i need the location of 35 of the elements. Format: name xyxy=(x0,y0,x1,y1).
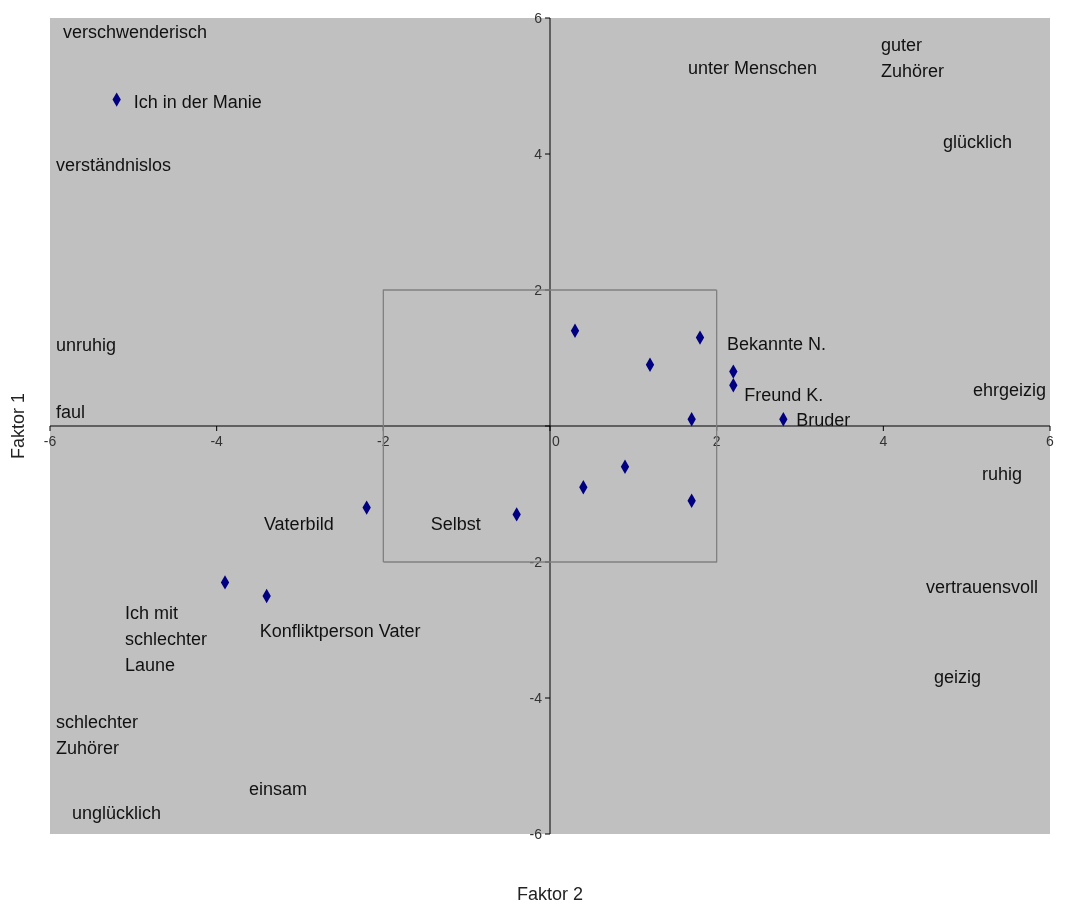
annotation: vertrauensvoll xyxy=(926,577,1039,598)
annotation: Ich in der Manie xyxy=(133,91,262,112)
annotation: Bekannte N. xyxy=(727,333,827,354)
annotation: guter Zuhörer xyxy=(881,35,945,82)
annotation: Ich mit schlechter Laune xyxy=(125,602,208,675)
annotation: unglücklich xyxy=(72,803,162,824)
annotation: faul xyxy=(56,402,86,423)
y-tick-label: 4 xyxy=(534,145,543,162)
annotation: einsam xyxy=(249,778,308,799)
annotation: verschwenderisch xyxy=(63,22,208,43)
annotation: glücklich xyxy=(943,132,1013,153)
x-tick-label: -4 xyxy=(210,433,224,449)
annotation: verständnislos xyxy=(56,155,172,176)
annotation: ruhig xyxy=(982,463,1023,484)
x-tick-label: -6 xyxy=(43,433,57,449)
y-tick-label: -2 xyxy=(529,553,543,570)
annotation: Selbst xyxy=(430,513,481,534)
annotation: geizig xyxy=(934,666,982,687)
x-tick-label: 4 xyxy=(879,433,888,449)
annotation: unruhig xyxy=(56,334,117,355)
annotation: Freund K. xyxy=(744,384,824,405)
annotation: Vaterbild xyxy=(263,513,334,534)
x-tick-label: 6 xyxy=(1046,433,1055,449)
x-axis-title: Faktor 2 xyxy=(516,884,584,904)
y-tick-label: -4 xyxy=(529,689,543,706)
y-tick-label: 2 xyxy=(534,281,543,298)
y-tick-label: 6 xyxy=(534,9,543,26)
annotation: unter Menschen xyxy=(688,58,818,79)
x-tick-label: 0 xyxy=(552,433,561,449)
y-tick-label: -6 xyxy=(529,825,543,842)
annotation: Konfliktperson Vater xyxy=(259,621,421,642)
y-axis-title: Faktor 1 xyxy=(8,392,28,460)
annotation: ehrgeizig xyxy=(973,379,1047,400)
annotation: schlechter Zuhörer xyxy=(56,711,139,758)
annotation: Bruder xyxy=(796,409,851,430)
